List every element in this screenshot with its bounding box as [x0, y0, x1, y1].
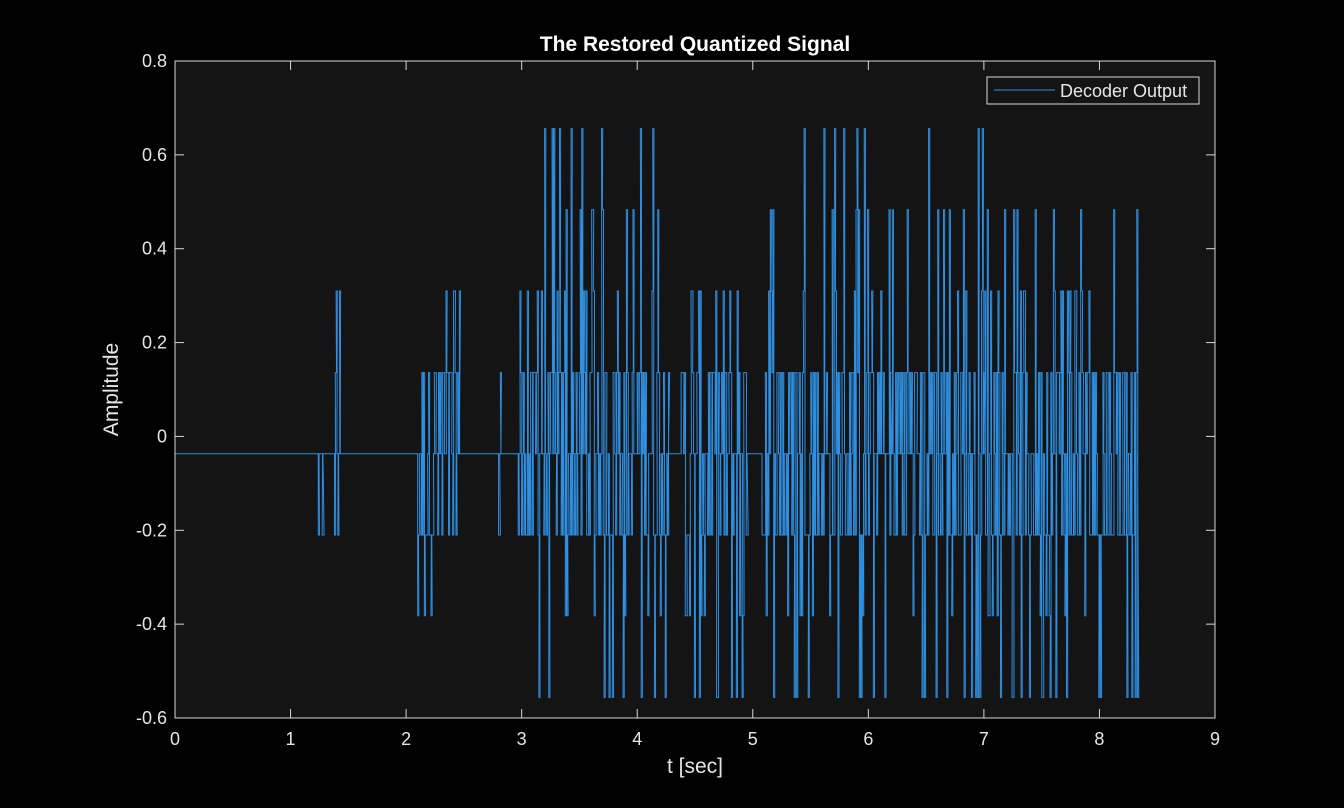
y-tick-label: -0.4 — [136, 614, 167, 634]
y-tick-label: 0.6 — [142, 145, 167, 165]
x-tick-label: 0 — [170, 729, 180, 749]
legend-label-decoder-output: Decoder Output — [1060, 81, 1187, 101]
y-tick-label: -0.2 — [136, 520, 167, 540]
x-tick-label: 3 — [517, 729, 527, 749]
x-tick-label: 6 — [863, 729, 873, 749]
x-tick-label: 9 — [1210, 729, 1220, 749]
series-decoder-output — [175, 128, 1140, 698]
x-tick-label: 7 — [979, 729, 989, 749]
series-line-decoder-output — [175, 128, 1140, 698]
x-tick-label: 8 — [1094, 729, 1104, 749]
x-tick-label: 1 — [286, 729, 296, 749]
x-tick-label: 4 — [632, 729, 642, 749]
y-axis-label: Amplitude — [100, 343, 123, 436]
y-tick-label: 0.8 — [142, 51, 167, 71]
legend: Decoder Output — [986, 76, 1200, 105]
y-tick-label: 0.4 — [142, 239, 167, 259]
y-tick-label: -0.6 — [136, 708, 167, 728]
x-tick-label: 2 — [401, 729, 411, 749]
chart-title: The Restored Quantized Signal — [540, 33, 850, 56]
y-tick-label: 0.2 — [142, 333, 167, 353]
axis-ticks: 0 1 2 3 4 5 6 7 8 9 -0.6 -0.4 -0.2 0 0.2 0.4 0.6 0.8 — [136, 51, 1220, 749]
axes-frame — [174, 60, 1216, 719]
x-axis-label: t [sec] — [667, 755, 723, 778]
y-tick-label: 0 — [157, 426, 167, 446]
x-tick-label: 5 — [748, 729, 758, 749]
